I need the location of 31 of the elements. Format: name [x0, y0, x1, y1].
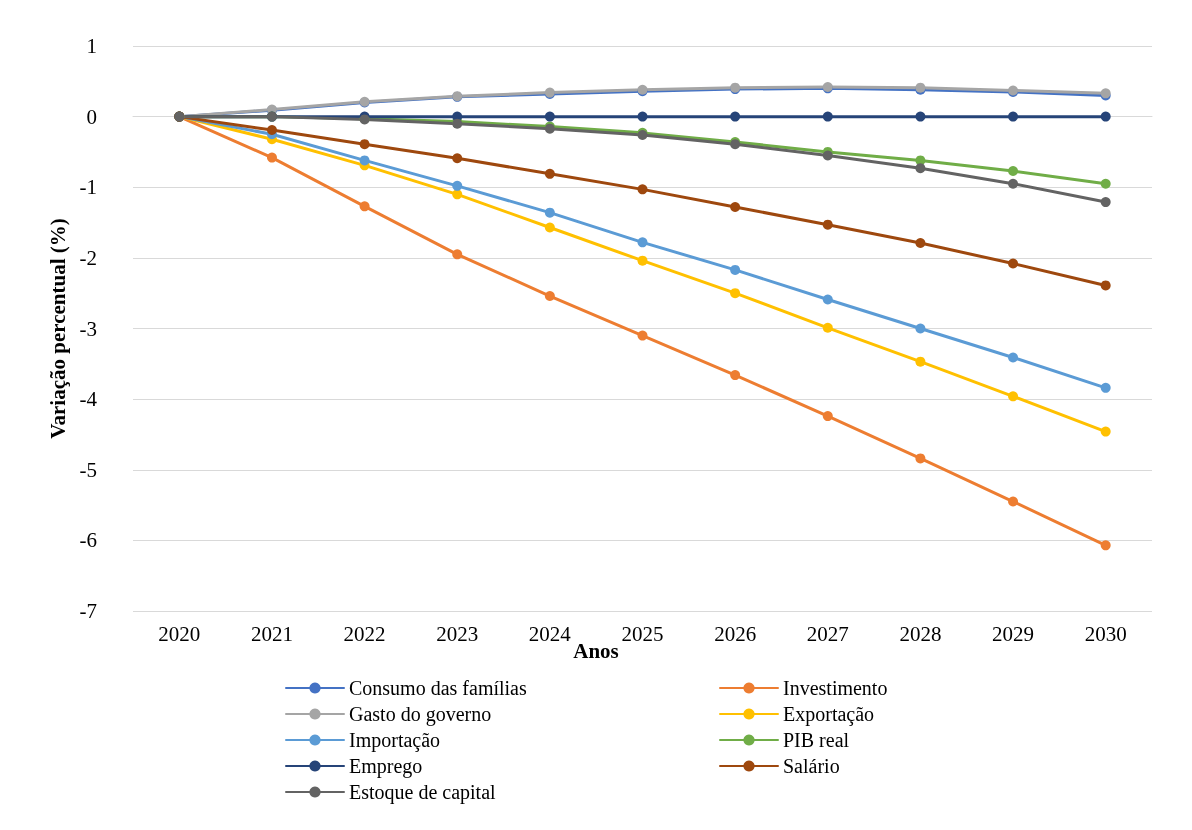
x-tick-label: 2029 — [992, 621, 1035, 646]
legend-label: Salário — [783, 755, 840, 777]
y-tick-label: 1 — [86, 34, 97, 58]
x-tick-label: 2026 — [714, 621, 757, 646]
x-tick-label: 2020 — [158, 621, 201, 646]
x-tick-label: 2030 — [1084, 621, 1127, 646]
x-axis-title: Anos — [573, 638, 619, 663]
x-tick-label: 2023 — [436, 621, 479, 646]
x-tick-label: 2025 — [621, 621, 664, 646]
y-tick-label: -6 — [79, 528, 97, 553]
legend-label: Estoque de capital — [349, 781, 497, 804]
x-tick-label: 2022 — [343, 621, 386, 646]
y-tick-label: -4 — [79, 387, 98, 412]
y-tick-label: -5 — [79, 457, 97, 482]
legend-label: PIB real — [783, 729, 850, 751]
x-tick-label: 2028 — [899, 621, 942, 646]
legend-label: Consumo das famílias — [349, 677, 527, 699]
y-tick-label: -7 — [79, 599, 97, 623]
legend-label: Gasto do governo — [349, 703, 492, 726]
x-tick-label: 2021 — [250, 621, 293, 646]
y-tick-label: -2 — [79, 245, 97, 270]
legend-label: Exportação — [783, 703, 875, 726]
y-axis-title: Variação percentual (%) — [46, 218, 71, 439]
y-tick-label: -3 — [79, 316, 97, 341]
y-tick-label: -1 — [79, 175, 97, 200]
legend-label: Importação — [349, 729, 441, 752]
y-tick-label: 0 — [86, 104, 97, 129]
x-tick-label: 2027 — [806, 621, 849, 646]
legend-label: Emprego — [349, 755, 423, 778]
x-tick-label: 2024 — [528, 621, 572, 646]
legend-label: Investimento — [783, 677, 888, 699]
